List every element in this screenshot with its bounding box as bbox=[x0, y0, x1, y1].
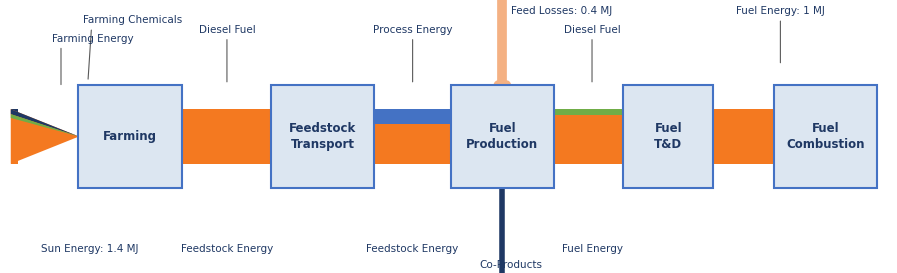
Bar bbox=[554, 115, 623, 164]
Bar bbox=[375, 109, 451, 124]
Bar bbox=[11, 109, 18, 114]
Text: Sun Energy: 1.4 MJ: Sun Energy: 1.4 MJ bbox=[41, 244, 138, 254]
Bar bbox=[554, 109, 623, 115]
Polygon shape bbox=[11, 109, 79, 164]
FancyBboxPatch shape bbox=[623, 85, 713, 188]
FancyBboxPatch shape bbox=[773, 85, 876, 188]
Text: Fuel
T&D: Fuel T&D bbox=[654, 122, 683, 151]
FancyBboxPatch shape bbox=[451, 85, 554, 188]
Text: Process Energy: Process Energy bbox=[373, 25, 452, 35]
Text: Farming Energy: Farming Energy bbox=[52, 34, 134, 44]
Bar bbox=[375, 124, 451, 164]
Bar bbox=[182, 109, 272, 164]
Bar bbox=[713, 109, 773, 164]
Text: Farming Chemicals: Farming Chemicals bbox=[83, 16, 182, 25]
Text: Fuel Energy: Fuel Energy bbox=[562, 244, 623, 254]
Text: Feedstock Energy: Feedstock Energy bbox=[367, 244, 458, 254]
Bar bbox=[11, 114, 18, 118]
Text: Diesel Fuel: Diesel Fuel bbox=[198, 25, 256, 35]
Text: Feed Losses: 0.4 MJ: Feed Losses: 0.4 MJ bbox=[511, 7, 613, 16]
Text: Co-Products: Co-Products bbox=[480, 260, 543, 270]
Bar bbox=[11, 118, 18, 164]
FancyBboxPatch shape bbox=[79, 85, 181, 188]
Text: Farming: Farming bbox=[103, 130, 157, 143]
Text: Fuel
Production: Fuel Production bbox=[466, 122, 538, 151]
Text: Fuel Energy: 1 MJ: Fuel Energy: 1 MJ bbox=[736, 7, 825, 16]
Polygon shape bbox=[11, 114, 79, 136]
Text: Fuel
Combustion: Fuel Combustion bbox=[786, 122, 865, 151]
Text: Feedstock
Transport: Feedstock Transport bbox=[290, 122, 356, 151]
Text: Diesel Fuel: Diesel Fuel bbox=[563, 25, 621, 35]
Text: Feedstock Energy: Feedstock Energy bbox=[181, 244, 273, 254]
FancyBboxPatch shape bbox=[271, 85, 375, 188]
Polygon shape bbox=[11, 109, 79, 136]
